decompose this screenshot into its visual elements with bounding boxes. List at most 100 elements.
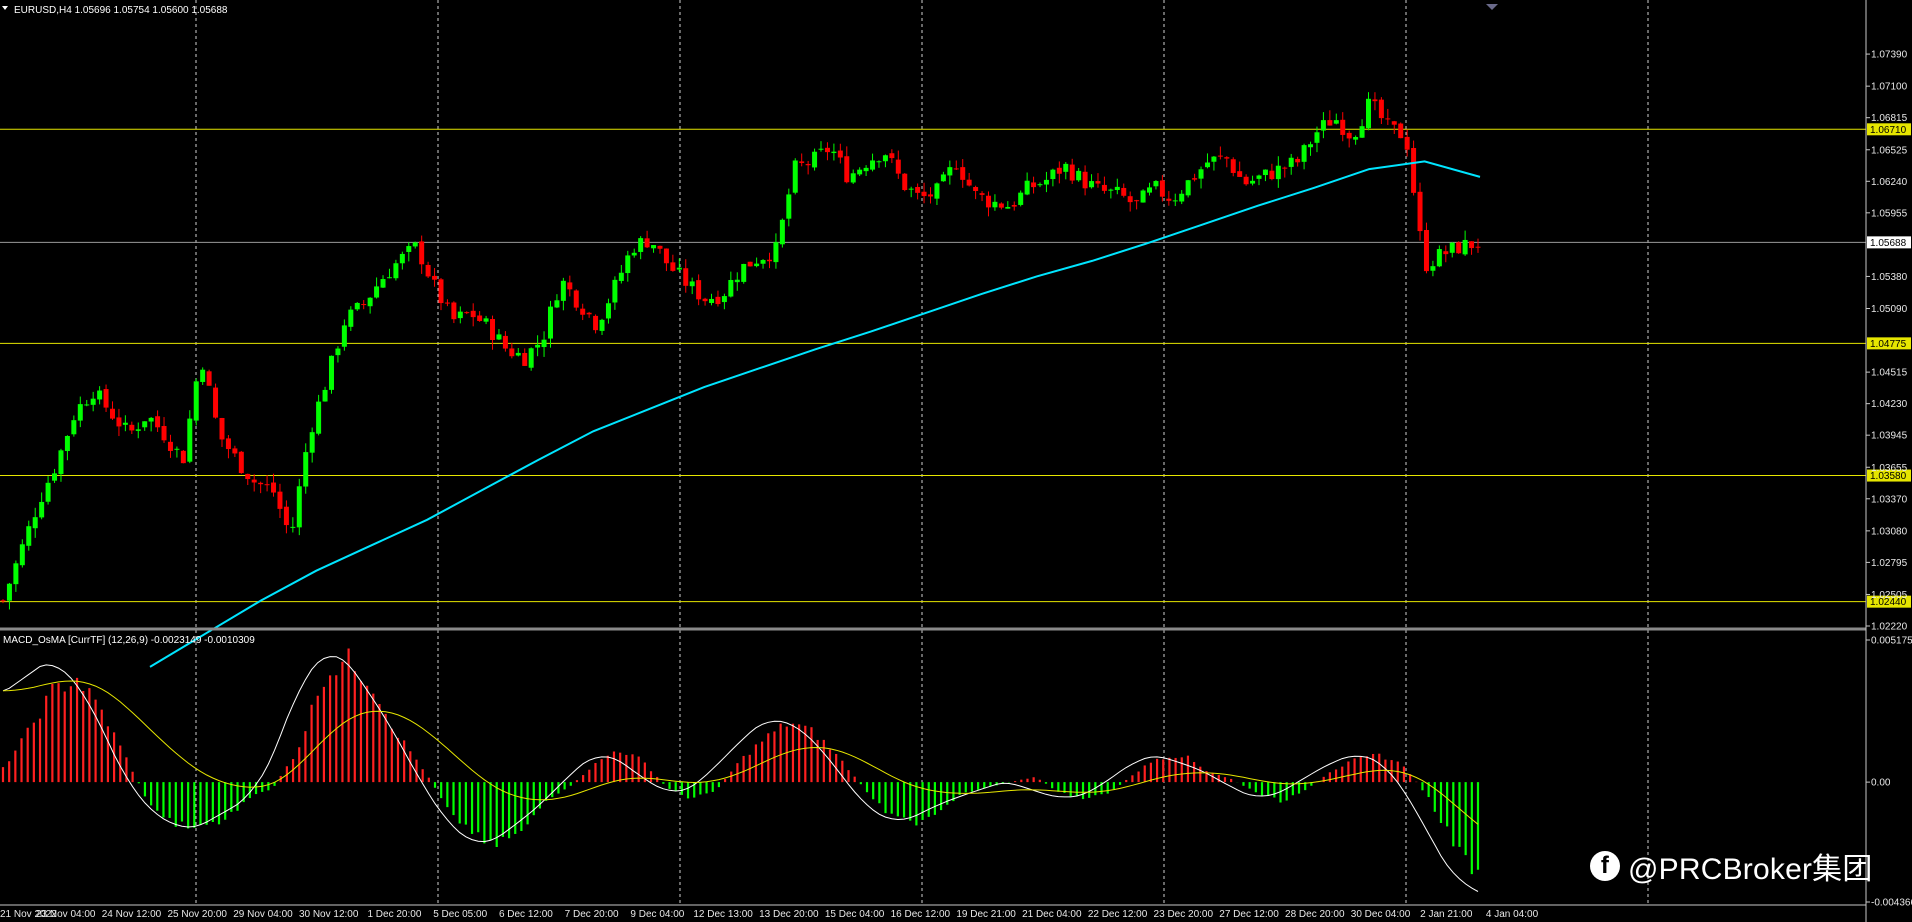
candle-body	[419, 241, 425, 265]
candle-body	[747, 261, 753, 267]
candle-body	[354, 302, 360, 310]
candle-body	[283, 506, 289, 526]
candle-body	[1237, 171, 1243, 177]
candle-body	[586, 312, 592, 315]
candle-body	[1230, 159, 1236, 173]
candle-body	[844, 156, 850, 183]
candle-body	[399, 253, 405, 264]
price-tick-label: 1.05380	[1871, 272, 1908, 283]
candle-body	[631, 252, 637, 256]
candle-body	[303, 452, 309, 487]
candle-body	[973, 187, 979, 191]
candle-body	[155, 416, 161, 428]
candle-body	[1469, 241, 1475, 249]
candle-body	[644, 238, 650, 248]
price-tick-label: 1.02795	[1871, 558, 1908, 569]
candle-body	[870, 160, 876, 170]
candle-body	[709, 298, 715, 303]
candle-body	[13, 563, 19, 585]
candle-body	[515, 352, 521, 356]
candle-body	[593, 315, 599, 331]
candle-body	[219, 417, 225, 440]
price-tick-label: 1.02505	[1871, 590, 1908, 601]
candle-body	[1217, 155, 1223, 157]
candle-body	[335, 348, 341, 356]
candle-body	[206, 371, 212, 386]
candle-body	[934, 183, 940, 199]
candle-body	[689, 281, 695, 287]
time-axis-label: 23 Nov 04:00	[36, 909, 96, 920]
candle-body	[1018, 192, 1024, 205]
candle-body	[1372, 99, 1378, 102]
candle-body	[1359, 126, 1365, 138]
current-price-tag	[1867, 236, 1911, 249]
time-axis-label: 12 Dec 13:00	[693, 909, 753, 920]
candle-body	[1378, 99, 1384, 119]
price-tick-label: 1.06525	[1871, 145, 1908, 156]
candle-body	[1056, 167, 1062, 174]
price-tick-label: 1.03945	[1871, 431, 1908, 442]
candle-body	[1353, 137, 1359, 140]
candle-body	[741, 263, 747, 282]
price-tick-label: 1.02220	[1871, 622, 1908, 633]
candle-body	[721, 296, 727, 303]
candle-body	[386, 277, 392, 279]
chart-grid	[195, 0, 1649, 905]
candle-body	[32, 517, 38, 529]
candle-body	[290, 526, 296, 528]
candle-body	[251, 479, 257, 483]
candle-body	[625, 255, 631, 274]
symbol-header: EURUSD,H4 1.05696 1.05754 1.05600 1.0568…	[14, 5, 228, 16]
candle-body	[1269, 170, 1275, 180]
candle-body	[496, 334, 502, 340]
candle-body	[1114, 186, 1120, 191]
candle-body	[1346, 132, 1352, 139]
candle-body	[438, 279, 444, 304]
candle-body	[1436, 249, 1442, 267]
price-tick-label: 1.05090	[1871, 304, 1908, 315]
candle-body	[200, 369, 206, 382]
candle-body	[857, 169, 863, 175]
candle-body	[998, 203, 1004, 208]
candle-body	[992, 201, 998, 208]
candle-body	[1366, 98, 1372, 129]
candle-body	[554, 300, 560, 308]
candle-body	[1179, 193, 1185, 202]
candle-body	[1089, 181, 1095, 188]
candle-body	[341, 325, 347, 347]
candle-body	[187, 418, 193, 462]
chart-shift-marker-icon[interactable]	[1486, 4, 1498, 10]
candle-body	[683, 268, 689, 286]
price-level-tag-label: 1.04775	[1870, 339, 1907, 350]
candle-body	[406, 246, 412, 252]
candle-body	[1211, 156, 1217, 162]
candle-body	[225, 438, 231, 450]
candle-body	[464, 312, 470, 314]
candle-body	[271, 482, 277, 493]
candle-body	[940, 174, 946, 182]
candle-body	[1108, 189, 1114, 191]
candle-body	[1385, 118, 1391, 120]
candle-body	[328, 355, 334, 390]
time-axis-label: 23 Dec 20:00	[1154, 909, 1214, 920]
candle-body	[483, 318, 489, 322]
candle-body	[1024, 180, 1030, 195]
candle-body	[451, 302, 457, 320]
candle-body	[509, 348, 515, 357]
price-level-tag-label: 1.02440	[1870, 597, 1907, 608]
candle-body	[477, 315, 483, 321]
candle-body	[490, 319, 496, 341]
candle-body	[1449, 242, 1455, 253]
candle-body	[1333, 120, 1339, 124]
candle-body	[805, 164, 811, 166]
candle-body	[696, 280, 702, 300]
ma-path	[149, 160, 1481, 668]
candle-body	[0, 600, 6, 602]
price-level-tag-label: 1.06710	[1870, 125, 1907, 136]
candle-body	[985, 195, 991, 208]
price-tick-label: 1.06240	[1871, 177, 1908, 188]
collapse-triangle-icon[interactable]	[2, 6, 8, 10]
candle-body	[1134, 200, 1140, 202]
time-axis-label: 30 Nov 12:00	[299, 909, 359, 920]
